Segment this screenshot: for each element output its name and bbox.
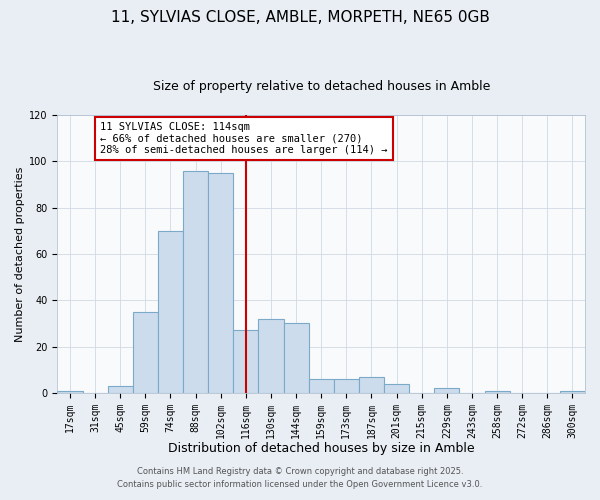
- Bar: [434, 388, 460, 393]
- Bar: [233, 330, 259, 393]
- Bar: [308, 379, 334, 393]
- Bar: [334, 379, 359, 393]
- Bar: [133, 312, 158, 393]
- Bar: [284, 324, 308, 393]
- X-axis label: Distribution of detached houses by size in Amble: Distribution of detached houses by size …: [168, 442, 475, 455]
- Bar: [58, 390, 83, 393]
- Text: 11, SYLVIAS CLOSE, AMBLE, MORPETH, NE65 0GB: 11, SYLVIAS CLOSE, AMBLE, MORPETH, NE65 …: [110, 10, 490, 25]
- Bar: [208, 173, 233, 393]
- Bar: [485, 390, 509, 393]
- Bar: [359, 376, 384, 393]
- Y-axis label: Number of detached properties: Number of detached properties: [15, 166, 25, 342]
- Bar: [107, 386, 133, 393]
- Bar: [560, 390, 585, 393]
- Title: Size of property relative to detached houses in Amble: Size of property relative to detached ho…: [152, 80, 490, 93]
- Text: 11 SYLVIAS CLOSE: 114sqm
← 66% of detached houses are smaller (270)
28% of semi-: 11 SYLVIAS CLOSE: 114sqm ← 66% of detach…: [100, 122, 388, 155]
- Text: Contains HM Land Registry data © Crown copyright and database right 2025.
Contai: Contains HM Land Registry data © Crown c…: [118, 468, 482, 489]
- Bar: [384, 384, 409, 393]
- Bar: [259, 319, 284, 393]
- Bar: [183, 170, 208, 393]
- Bar: [158, 231, 183, 393]
